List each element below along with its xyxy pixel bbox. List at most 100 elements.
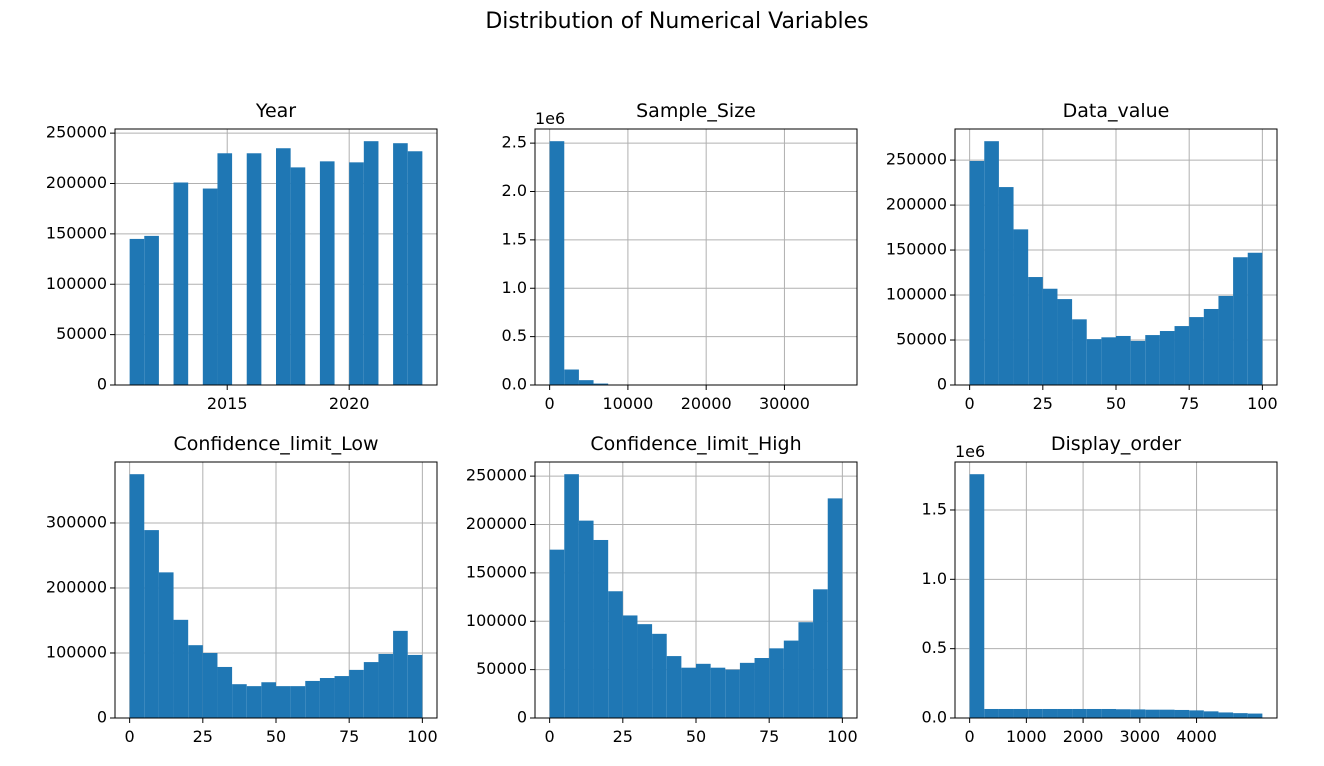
- histogram-bar: [998, 708, 1014, 718]
- histogram-bar: [217, 666, 233, 718]
- histogram-bar: [652, 633, 667, 718]
- histogram-bar: [1247, 713, 1263, 718]
- histogram-bar: [549, 141, 565, 385]
- y-tick-label: 1.0: [922, 569, 947, 588]
- histogram-bar: [969, 160, 985, 385]
- histogram-bar: [129, 238, 145, 385]
- histogram-bar: [1028, 708, 1043, 718]
- y-tick-label: 200000: [46, 577, 107, 596]
- histogram-bar: [1028, 277, 1043, 385]
- histogram-bar: [1233, 713, 1248, 718]
- histogram-bar: [246, 153, 262, 385]
- histogram-bar: [798, 622, 814, 718]
- x-tick-label: 100: [827, 727, 858, 746]
- y-tick-label: 1.0: [502, 278, 527, 297]
- subplot-title: Sample_Size: [636, 100, 756, 122]
- histogram-bar: [739, 662, 755, 718]
- y-offset-label: 1e6: [535, 109, 565, 128]
- x-tick-label: 0: [545, 727, 555, 746]
- histogram-bar: [1042, 708, 1058, 718]
- histogram-bar: [1116, 335, 1131, 385]
- x-tick-label: 50: [686, 727, 706, 746]
- subplot-title: Data_value: [1063, 100, 1170, 122]
- histogram-bar: [1159, 709, 1175, 718]
- x-tick-label: 25: [613, 727, 633, 746]
- x-tick-label: 75: [339, 727, 359, 746]
- x-tick-label: 25: [193, 727, 213, 746]
- histogram-bar: [188, 645, 203, 718]
- x-tick-label: 50: [266, 727, 286, 746]
- histogram-bar: [827, 498, 843, 718]
- histogram-bar: [1247, 252, 1263, 385]
- x-tick-label: 2020: [329, 394, 370, 413]
- x-tick-label: 0: [125, 727, 135, 746]
- subplot: 0 10000 20000 30000 0.0 0.5 1.0 1.5 2.0 2.5 Sample…: [502, 100, 858, 413]
- y-tick-label: 200000: [46, 173, 107, 192]
- histogram-bar: [378, 653, 394, 718]
- histogram-bar: [681, 667, 696, 718]
- histogram-bar: [363, 141, 379, 385]
- x-tick-label: 75: [759, 727, 779, 746]
- histogram-bar: [1174, 326, 1190, 385]
- axes-frame: [954, 461, 1278, 719]
- histogram-bar: [984, 708, 999, 718]
- histogram-bar: [593, 539, 609, 718]
- histogram-bar: [1189, 710, 1204, 718]
- histogram-bar: [393, 630, 408, 718]
- histogram-bar: [158, 572, 174, 718]
- histogram-bar: [1145, 335, 1160, 385]
- axes-frame: [534, 128, 858, 386]
- histogram-bar: [564, 474, 579, 718]
- y-tick-label: 50000: [56, 324, 107, 343]
- x-tick-label: 0: [965, 394, 975, 413]
- x-tick-label: 10000: [602, 394, 653, 413]
- histogram-bar: [1013, 708, 1029, 718]
- histogram-bar: [1072, 708, 1087, 718]
- histogram-bar: [1218, 295, 1234, 385]
- y-tick-label: 0.0: [922, 708, 947, 727]
- histogram-bar: [813, 589, 828, 718]
- y-offset-label: 1e6: [955, 442, 985, 461]
- y-tick-label: 250000: [466, 466, 527, 485]
- subplot: 0 25 50 75 100 0 50000 100000 150000 200000 250000…: [466, 433, 858, 746]
- figure-title: Distribution of Numerical Variables: [485, 9, 868, 34]
- subplot-title: Confidence_limit_Low: [173, 433, 378, 455]
- y-tick-label: 0.5: [922, 638, 947, 657]
- histogram-bar: [622, 615, 638, 718]
- y-tick-label: 100000: [466, 611, 527, 630]
- y-tick-label: 200000: [466, 514, 527, 533]
- histogram-bar: [1101, 708, 1116, 718]
- histogram-bar: [319, 678, 335, 718]
- histogram-bar: [1086, 708, 1102, 718]
- histogram-bar: [1203, 308, 1219, 385]
- histogram-bar: [637, 624, 653, 718]
- histogram-bar: [1145, 709, 1160, 718]
- subplot-title: Year: [255, 100, 296, 122]
- histogram-bar: [984, 141, 999, 385]
- axes-frame: [534, 461, 858, 719]
- x-tick-label: 50: [1106, 394, 1126, 413]
- histogram-bar: [1116, 709, 1131, 718]
- x-tick-label: 30000: [759, 394, 810, 413]
- histogram-bar: [202, 188, 218, 385]
- histogram-bar: [666, 656, 682, 718]
- histogram-bar: [1218, 712, 1234, 718]
- histogram-bar: [217, 153, 233, 385]
- y-tick-label: 0: [97, 375, 107, 394]
- histogram-bar: [334, 676, 350, 718]
- histogram-bar: [261, 682, 276, 718]
- y-tick-label: 1.5: [922, 499, 947, 518]
- histogram-bar: [290, 167, 306, 385]
- histogram-bar: [783, 640, 799, 718]
- histogram-bar: [144, 235, 159, 385]
- axes-frame: [954, 128, 1278, 386]
- y-tick-label: 0.0: [502, 375, 527, 394]
- histogram-bar: [1233, 257, 1248, 385]
- y-tick-label: 50000: [896, 330, 947, 349]
- subplot: 0 25 50 75 100 0 100000 200000 300000 Confidence_…: [46, 433, 438, 746]
- x-tick-label: 4000: [1176, 727, 1217, 746]
- histogram-bar: [1086, 339, 1102, 385]
- histogram-bar: [407, 151, 423, 385]
- y-tick-label: 0: [517, 708, 527, 727]
